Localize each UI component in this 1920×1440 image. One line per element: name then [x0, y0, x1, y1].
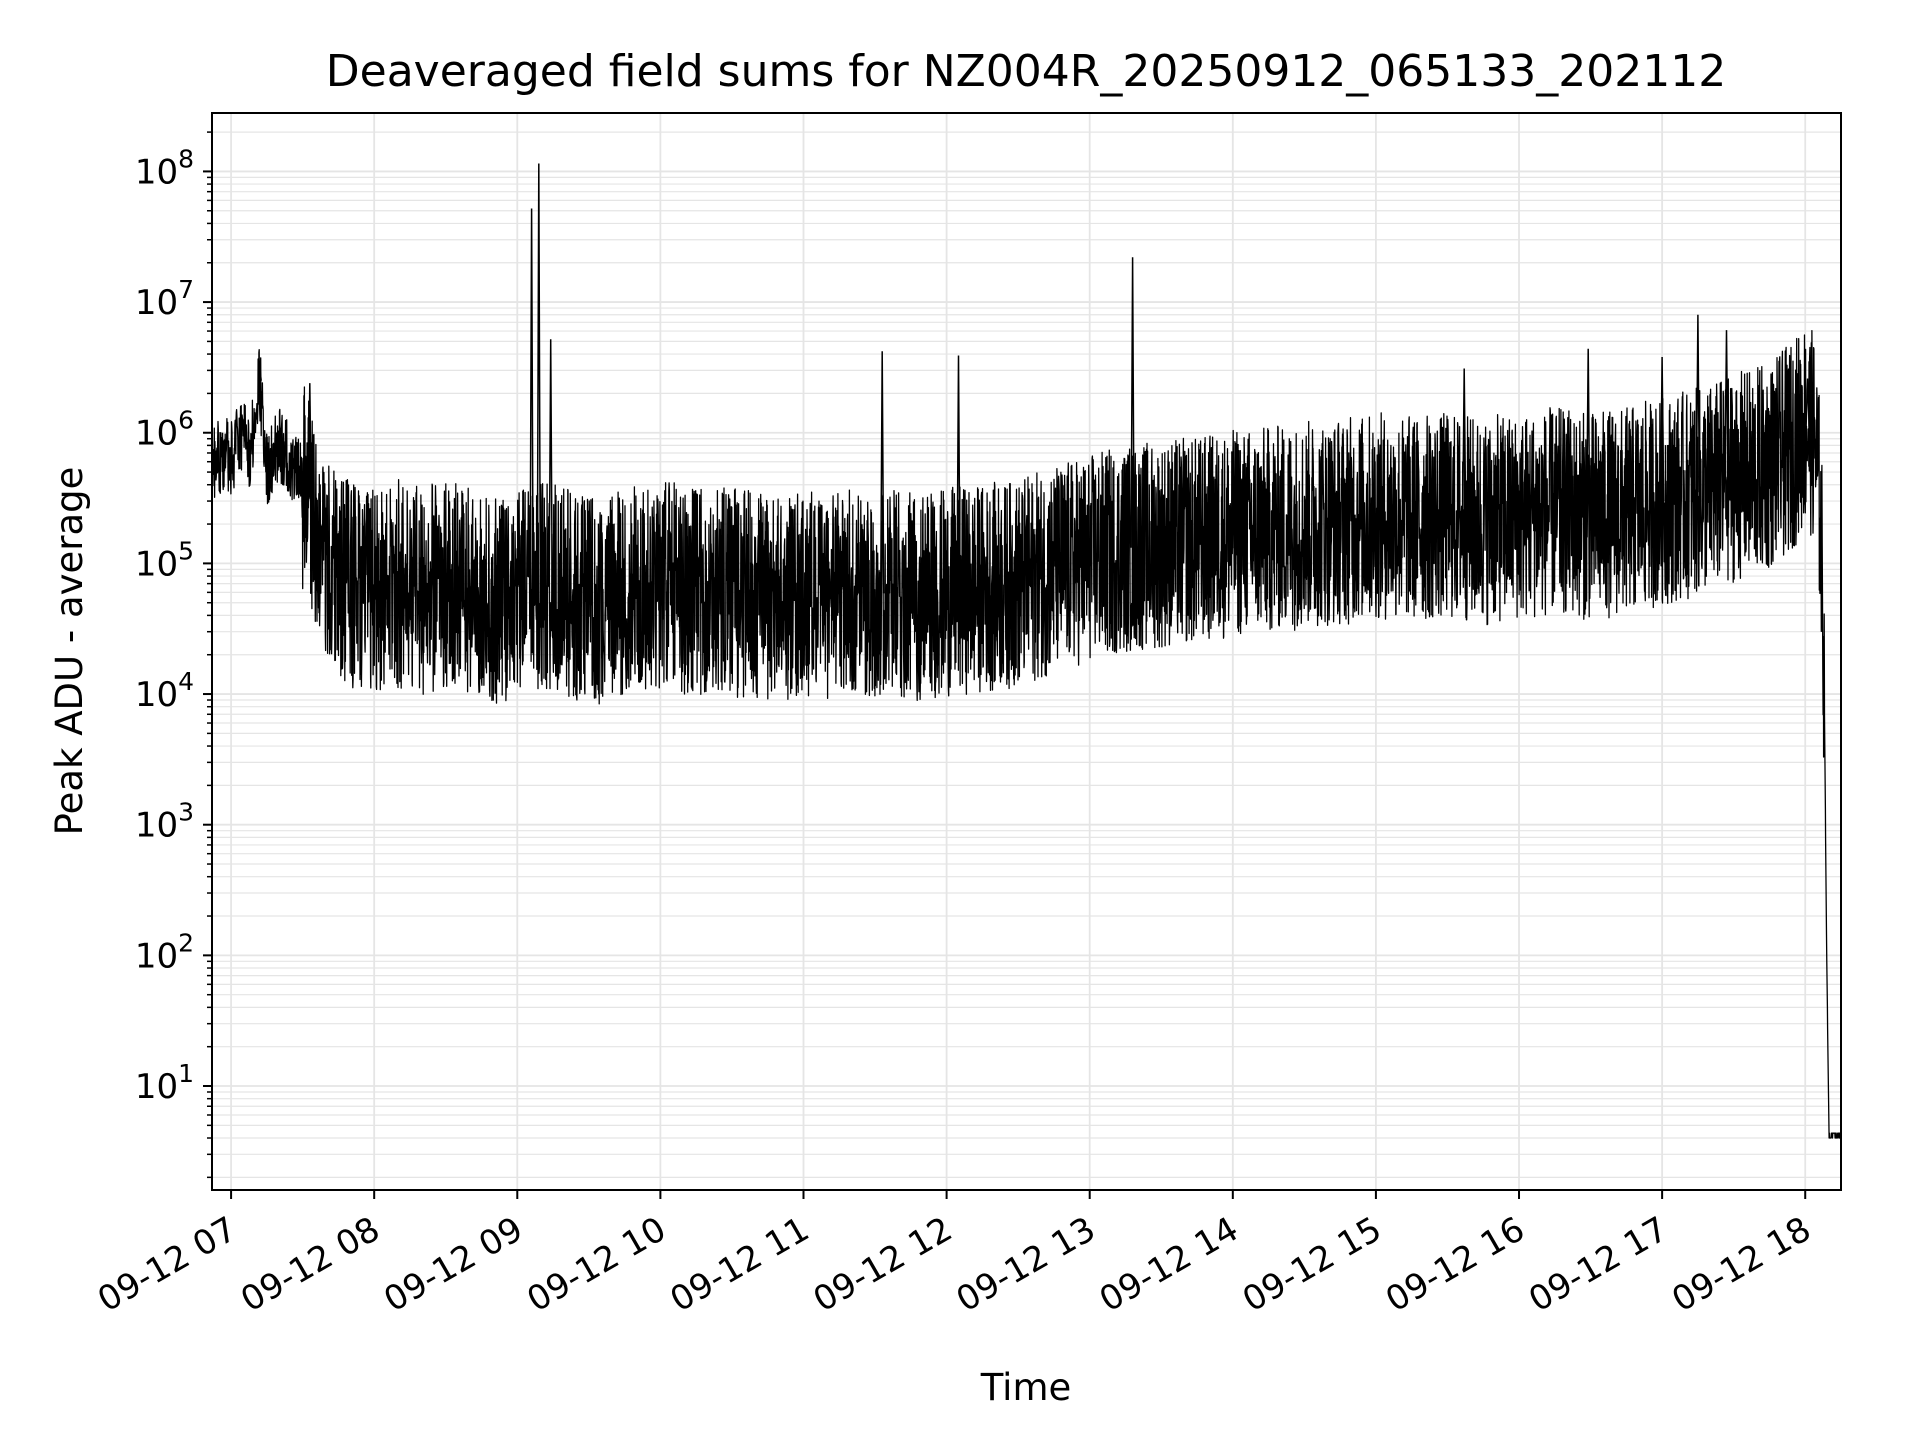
series-spike [1130, 257, 1135, 548]
y-tick-label: 101 [135, 1059, 194, 1107]
y-tick-label-exponent: 5 [178, 536, 194, 565]
y-tick-label-exponent: 4 [178, 667, 194, 696]
series-spike [548, 339, 553, 588]
x-axis-label: Time [980, 1366, 1072, 1409]
y-tick-label-base: 10 [135, 806, 178, 846]
chart-title: Deaveraged field sums for NZ004R_2025091… [326, 46, 1726, 97]
series-spike [529, 208, 534, 588]
y-tick-label-exponent: 2 [178, 928, 194, 957]
plot-frame [211, 112, 1842, 1191]
series-spike [257, 366, 262, 381]
y-tick-label: 105 [135, 536, 194, 584]
y-tick-label: 107 [135, 275, 194, 323]
y-tick-label: 106 [135, 406, 194, 454]
series-line [211, 329, 1842, 1139]
series-spike [1695, 314, 1701, 493]
y-tick-label-exponent: 3 [178, 798, 194, 827]
series-spike [307, 383, 313, 509]
data-series [211, 163, 1842, 1139]
y-tick-label: 102 [135, 928, 194, 976]
series-spike [1724, 330, 1729, 481]
series-spike [1786, 368, 1791, 450]
y-tick-label-exponent: 1 [178, 1059, 194, 1088]
y-tick-label-exponent: 7 [178, 275, 194, 304]
series-spike [1585, 348, 1591, 516]
series-spike [536, 163, 542, 585]
y-tick-label-exponent: 6 [178, 406, 194, 435]
y-tick-label: 103 [135, 798, 194, 846]
y-tick-label-exponent: 8 [178, 144, 194, 173]
y-tick-label-base: 10 [135, 675, 178, 715]
series-spike [1805, 378, 1810, 427]
grid [212, 113, 1841, 1190]
series-spike [1461, 368, 1467, 519]
series-spike [1659, 356, 1665, 502]
y-tick-label-base: 10 [135, 936, 178, 976]
y-tick-label-base: 10 [135, 544, 178, 584]
y-tick-label-base: 10 [135, 283, 178, 323]
y-tick-label-base: 10 [135, 414, 178, 454]
y-axis-label: Peak ADU - average [48, 467, 91, 836]
y-tick-label-base: 10 [135, 152, 178, 192]
y-tick-label: 108 [135, 144, 194, 192]
y-tick-label: 104 [135, 667, 194, 715]
series-spike [956, 355, 961, 591]
series-spike [879, 351, 885, 594]
y-tick-label-base: 10 [135, 1067, 178, 1107]
